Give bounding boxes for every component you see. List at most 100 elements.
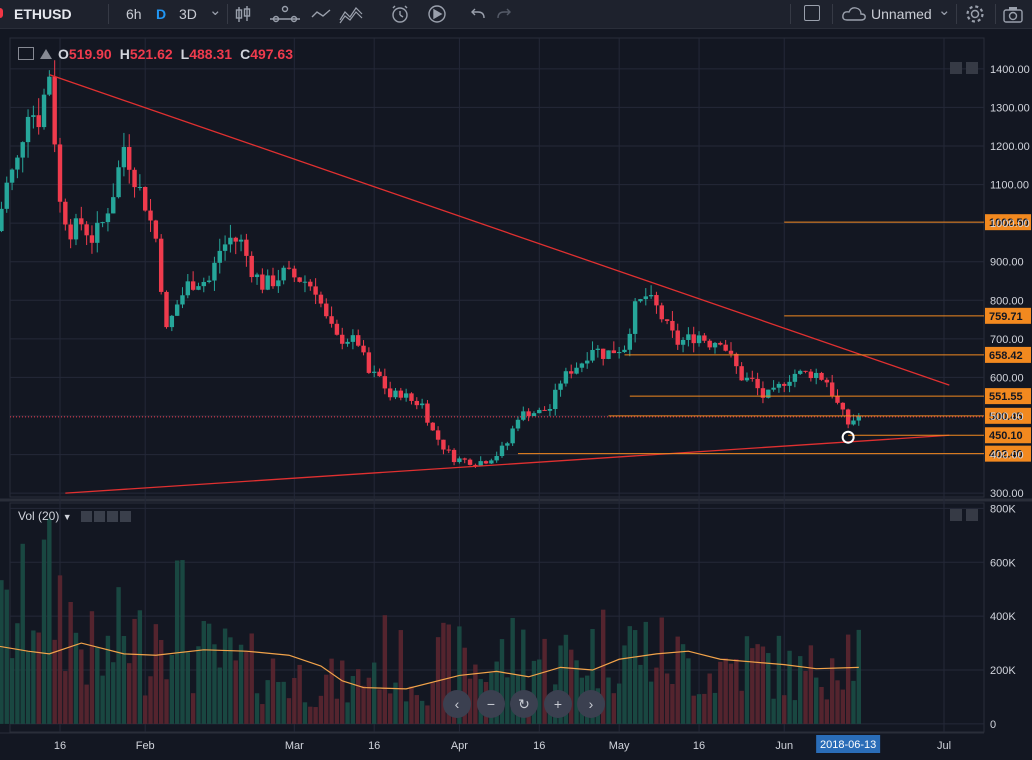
level-label-bg [985, 445, 1031, 462]
candle-body [808, 371, 814, 379]
volume-bar [47, 518, 52, 724]
layout-menu-chevron-icon[interactable]: ⌄ [938, 2, 951, 19]
candle-body [25, 116, 31, 143]
volume-bar [121, 635, 127, 724]
candle-body [553, 389, 558, 409]
zoom-in-button[interactable]: + [544, 690, 572, 718]
time-axis[interactable]: 16 Feb Mar 16 Apr 16 May 16 Jun Jul 2018-06-13 [0, 732, 984, 753]
volume-bar [377, 689, 382, 724]
candle-body [835, 395, 840, 403]
candle-body [425, 403, 430, 423]
candle-body [441, 439, 446, 450]
price-tick-label: 800.00 [990, 295, 1024, 307]
candle-body [318, 294, 324, 304]
volume-bar [292, 677, 297, 724]
drawn-lines [10, 74, 984, 494]
zoom-out-button[interactable]: − [477, 690, 505, 718]
candle-body [31, 115, 36, 117]
price-tick-label: 500.00 [990, 411, 1024, 423]
volume-bar [84, 684, 89, 724]
candle-body [249, 255, 254, 278]
scroll-right-button[interactable]: › [577, 690, 605, 718]
compare-icon[interactable] [270, 5, 300, 23]
undo-icon[interactable] [471, 8, 485, 19]
candle-body [585, 360, 590, 364]
candle-body [153, 220, 159, 239]
reset-chart-button[interactable]: ↻ [510, 690, 538, 718]
volume-bar [686, 658, 691, 724]
line-chart-icon[interactable] [311, 9, 331, 18]
volume-label[interactable]: Vol (20) [18, 509, 60, 523]
candle-body [680, 339, 686, 345]
interval-d[interactable]: D [156, 6, 167, 22]
visibility-icon[interactable] [80, 511, 92, 523]
candle-body [499, 445, 505, 457]
candle-body [760, 388, 766, 398]
volume-bar [441, 622, 446, 724]
level-label: 500.45 [989, 411, 1023, 423]
settings-icon[interactable] [93, 511, 105, 523]
candle-body [435, 430, 441, 440]
close-icon[interactable] [119, 511, 131, 523]
volume-bar [297, 664, 302, 724]
candle-body [521, 411, 526, 420]
candle-body [377, 371, 382, 377]
volume-bar [132, 618, 137, 724]
symbol-search[interactable]: ETHUSD [14, 6, 72, 22]
candles-icon[interactable] [235, 6, 251, 22]
candle-body [776, 383, 782, 388]
candle-body [579, 363, 585, 368]
volume-bar [473, 664, 478, 724]
candle-body [840, 402, 846, 410]
interval-menu-chevron-icon[interactable]: ⌄ [209, 2, 222, 19]
volume-bar [659, 617, 664, 724]
indicators-icon[interactable] [339, 7, 363, 24]
replay-icon[interactable] [428, 5, 446, 23]
redo-icon[interactable] [497, 8, 511, 19]
level-label-bg [985, 388, 1031, 405]
volume-bar [627, 626, 633, 724]
candle-body [302, 281, 308, 283]
volume-bar [127, 663, 132, 724]
settings-icon[interactable] [964, 3, 986, 25]
cloud-icon[interactable] [841, 5, 867, 23]
volume-bar [840, 689, 846, 724]
volume-bar [590, 628, 595, 724]
candle-body [15, 157, 20, 170]
close-value: 497.63 [250, 46, 294, 62]
volume-bar [41, 539, 47, 724]
volume-bar [744, 636, 750, 724]
scroll-left-button[interactable]: ‹ [443, 690, 471, 718]
candle-body [190, 281, 196, 290]
candle-body [563, 371, 569, 384]
volume-bar [776, 635, 782, 724]
more-icon[interactable] [106, 511, 118, 523]
candle-body [308, 281, 313, 287]
layout-name[interactable]: Unnamed [871, 6, 932, 22]
candle-body [20, 142, 25, 158]
candle-body [483, 461, 489, 464]
fullscreen-icon[interactable] [804, 5, 820, 21]
level-label: 658.42 [989, 350, 1023, 362]
legend-collapse-icon[interactable] [18, 47, 34, 60]
interval-3d[interactable]: 3D [179, 6, 197, 22]
volume-bar [648, 681, 654, 724]
volume-bar [180, 560, 185, 724]
volume-bar [430, 682, 435, 724]
volume-tick-label: 800K [990, 503, 1016, 515]
price-chart[interactable]: 1002.50 759.71 658.42 551.55 500.45 450.10 402… [0, 28, 1032, 760]
candle-body [851, 420, 856, 425]
candle-body [356, 335, 361, 346]
price-axis[interactable]: 1002.50 759.71 658.42 551.55 500.45 450.10 402… [950, 62, 1031, 731]
candle-body [143, 187, 148, 211]
crosshair-date-label: 2018-06-13 [820, 739, 876, 751]
alert-icon[interactable] [392, 5, 408, 23]
candle-body [718, 342, 723, 345]
volume-menu-chevron-icon[interactable]: ▼ [62, 512, 72, 522]
interval-6h[interactable]: 6h [126, 6, 142, 22]
candle-body [627, 333, 633, 350]
candle-body [829, 382, 835, 396]
candle-body [334, 323, 340, 335]
camera-icon[interactable] [1002, 5, 1024, 23]
volume-bar [52, 639, 57, 724]
